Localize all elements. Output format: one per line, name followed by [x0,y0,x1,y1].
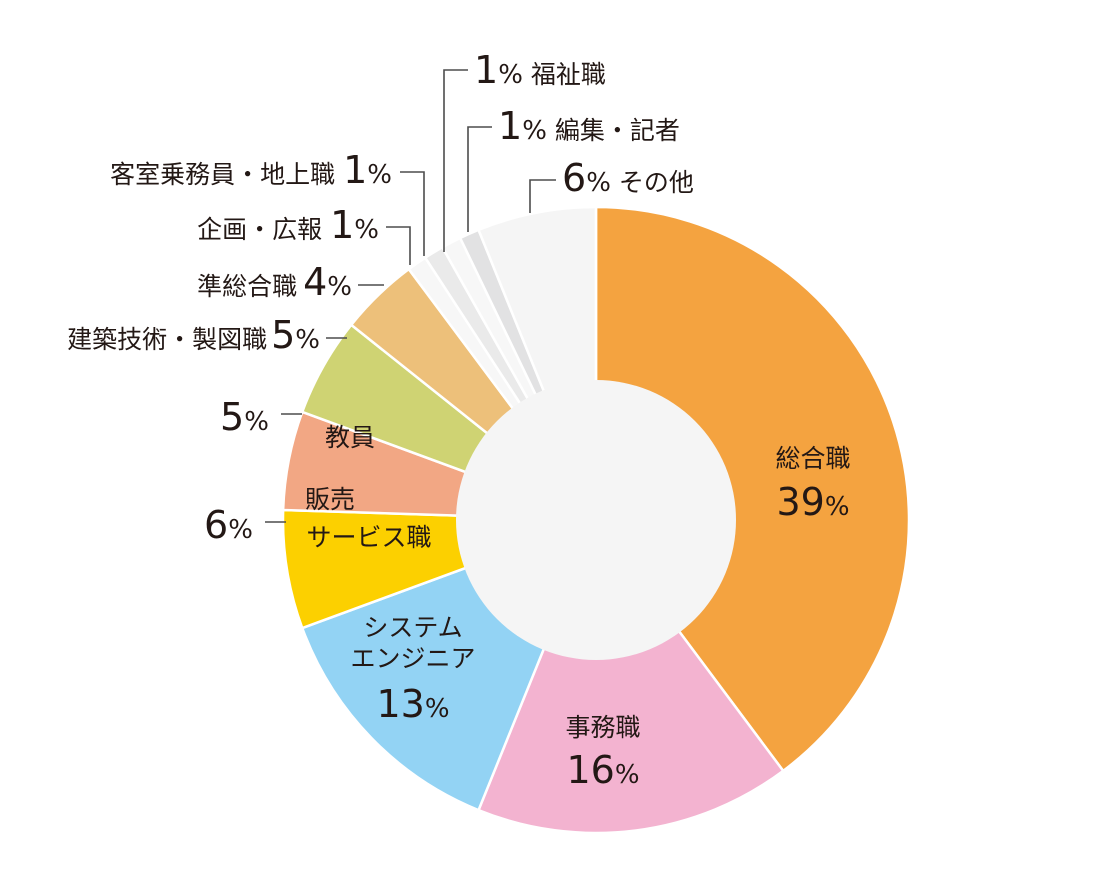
label-se-category-line2: エンジニア [350,644,475,673]
label-fukushi: 1% 福祉職 [474,48,606,92]
leader-line-fukushi [443,69,468,252]
leader-line-kikaku [386,226,411,265]
label-kyoin-value: 5% [220,395,269,439]
leader-line-sonota [529,179,556,213]
label-se-category-line1: システム [363,613,462,642]
label-junsogo: 準総合職 4% [197,260,352,304]
label-kikaku: 企画・広報 1% [197,203,379,247]
label-hanbai-value: 6% [204,503,253,547]
label-se-value: 13% [376,682,449,726]
pie-slice-2 [477,518,785,835]
leader-lines [265,69,556,523]
label-hanbai-category-line1: 販売 [305,485,355,514]
label-henshu: 1% 編集・記者 [498,104,680,148]
label-sonota: 6% その他 [562,156,694,200]
label-sogo-category: 総合職 [775,444,850,473]
donut-hole [456,380,736,660]
label-jimu-category: 事務職 [565,713,640,742]
label-kyakushitsu: 客室乗務員・地上職 1% [110,148,392,192]
pie-slice-1 [594,205,911,773]
leader-line-henshu [467,126,492,232]
label-kenchiku: 建築技術・製図職 5% [67,313,320,357]
label-hanbai-category-line2: サービス職 [306,523,431,552]
label-kyoin-category: 教員 [325,423,375,452]
label-sogo-value: 39% [776,480,849,524]
leader-line-kyakushitsu [400,171,425,256]
label-jimu-value: 16% [566,748,639,792]
